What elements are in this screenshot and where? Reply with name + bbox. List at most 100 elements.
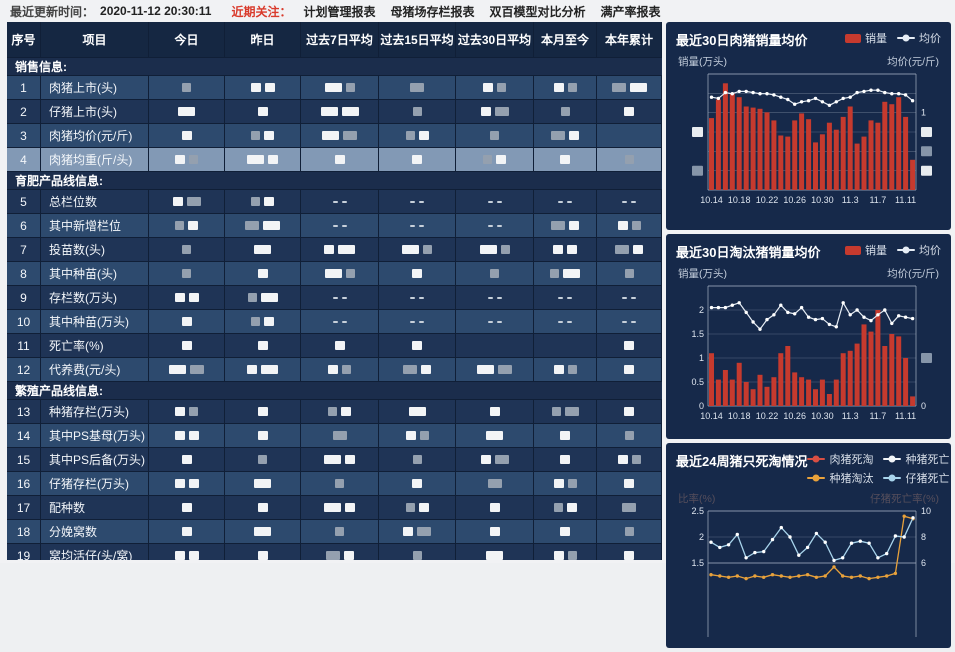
cell-redacted [534,262,597,286]
y-left-axis-label: 比率(%) [678,493,716,505]
y-left-axis-label: 销量(万头) [678,56,727,68]
table-row-8[interactable]: 8 其中种苗(头) [7,262,662,286]
table-row-14[interactable]: 14 其中PS基母(万头) [7,424,662,448]
cell-redacted [301,448,379,472]
cell-redacted [534,448,597,472]
row-label: 肉猪均重(斤/头) [41,148,149,172]
cell-redacted [225,124,301,148]
legend-item-销量[interactable]: 销量 [845,242,887,258]
cell-redacted [379,544,456,560]
table-row-1[interactable]: 1 肉猪上市(头) [7,76,662,100]
cell-redacted [597,286,662,310]
cell-redacted [597,520,662,544]
cell-redacted [149,124,225,148]
table-row-13[interactable]: 13 种猪存栏(万头) [7,400,662,424]
table-row-4[interactable]: 4 肉猪均重(斤/头) [7,148,662,172]
update-time-value: 2020-11-12 20:30:11 [100,4,212,18]
table-row-6[interactable]: 6 其中新增栏位 [7,214,662,238]
cell-redacted [379,286,456,310]
column-header-1: 序号 [7,22,41,58]
row-label: 其中新增栏位 [41,214,149,238]
cell-redacted [379,214,456,238]
table-row-10[interactable]: 10 其中种苗(万头) [7,310,662,334]
cell-redacted [301,496,379,520]
table-row-9[interactable]: 9 存栏数(万头) [7,286,662,310]
cell-redacted [597,544,662,560]
cell-redacted [149,100,225,124]
cell-redacted [456,544,534,560]
legend-item-均价[interactable]: 均价 [897,242,941,258]
table-row-11[interactable]: 11 死亡率(%) [7,334,662,358]
menu-item-3[interactable]: 双百模型对比分析 [489,4,586,19]
table-row-7[interactable]: 7 投苗数(头) [7,238,662,262]
table-row-15[interactable]: 15 其中PS后备(万头) [7,448,662,472]
svg-text:11.11: 11.11 [895,195,916,205]
svg-text:11.7: 11.7 [869,411,886,421]
table-row-12[interactable]: 12 代养费(元/头) [7,358,662,382]
legend-item-种猪死亡[interactable]: 种猪死亡 [883,451,949,467]
svg-text:1: 1 [921,108,926,118]
legend-label: 仔猪死亡 [905,473,950,485]
cell-redacted [225,310,301,334]
row-label: 其中种苗(头) [41,262,149,286]
cell-redacted [149,190,225,214]
legend-item-种猪淘汰[interactable]: 种猪淘汰 [807,470,873,486]
cell-redacted [301,286,379,310]
menu-item-2[interactable]: 母猪场存栏报表 [390,4,475,19]
menu-item-1[interactable]: 计划管理报表 [303,4,376,19]
svg-text:11.11: 11.11 [895,411,916,421]
line-dot-icon [883,474,902,482]
svg-text:10: 10 [921,507,931,516]
section-header: 繁殖产品线信息: [7,382,662,400]
legend-item-肉猪死淘[interactable]: 肉猪死淘 [807,451,873,467]
cell-redacted [379,148,456,172]
svg-text:6: 6 [921,558,926,568]
cell-redacted [379,124,456,148]
table-row-19[interactable]: 19 窝均活仔(头/窝) [7,544,662,560]
cell-redacted [225,214,301,238]
table-row-5[interactable]: 5 总栏位数 [7,190,662,214]
cell-redacted [597,148,662,172]
table-row-17[interactable]: 17 配种数 [7,496,662,520]
chart-card-pig-sales: 最近30日肉猪销量均价 销量 均价 销量(万头) 均价(元/斤) 1 10.14 10… [666,22,951,230]
table-row-18[interactable]: 18 分娩窝数 [7,520,662,544]
cell-redacted [534,424,597,448]
legend-label: 种猪死亡 [905,454,950,466]
svg-text:2.5: 2.5 [691,507,704,516]
cell-redacted [534,334,597,358]
menu-item-4[interactable]: 满产率报表 [600,4,661,19]
row-label: 其中种苗(万头) [41,310,149,334]
cell-redacted [225,262,301,286]
line-dot-icon [897,34,915,42]
column-header-9: 本年累计 [597,22,662,58]
row-index: 6 [7,214,41,238]
table-row-16[interactable]: 16 仔猪存栏(万头) [7,472,662,496]
table-row-3[interactable]: 3 肉猪均价(元/斤) [7,124,662,148]
chart-title: 最近30日肉猪销量均价 [676,33,808,48]
cell-redacted [534,190,597,214]
legend-label: 均价 [919,245,941,257]
cell-redacted [149,334,225,358]
cell-redacted [379,334,456,358]
legend-item-仔猪死亡[interactable]: 仔猪死亡 [883,470,949,486]
cell-redacted [301,262,379,286]
table-row-2[interactable]: 2 仔猪上市(头) [7,100,662,124]
cell-redacted [534,472,597,496]
svg-text:2: 2 [699,532,704,542]
cell-redacted [225,544,301,560]
cell-redacted [301,190,379,214]
cell-redacted [225,286,301,310]
cell-redacted [456,448,534,472]
legend-item-均价[interactable]: 均价 [897,30,941,46]
cell-redacted [534,238,597,262]
legend-item-销量[interactable]: 销量 [845,30,887,46]
svg-text:1.5: 1.5 [691,558,704,568]
svg-text:10.26: 10.26 [783,411,806,421]
svg-text:0.5: 0.5 [691,377,704,387]
cell-redacted [225,520,301,544]
cell-redacted [597,124,662,148]
cell-redacted [597,76,662,100]
column-header-8: 本月至今 [534,22,597,58]
cell-redacted [379,238,456,262]
cell-redacted [301,544,379,560]
